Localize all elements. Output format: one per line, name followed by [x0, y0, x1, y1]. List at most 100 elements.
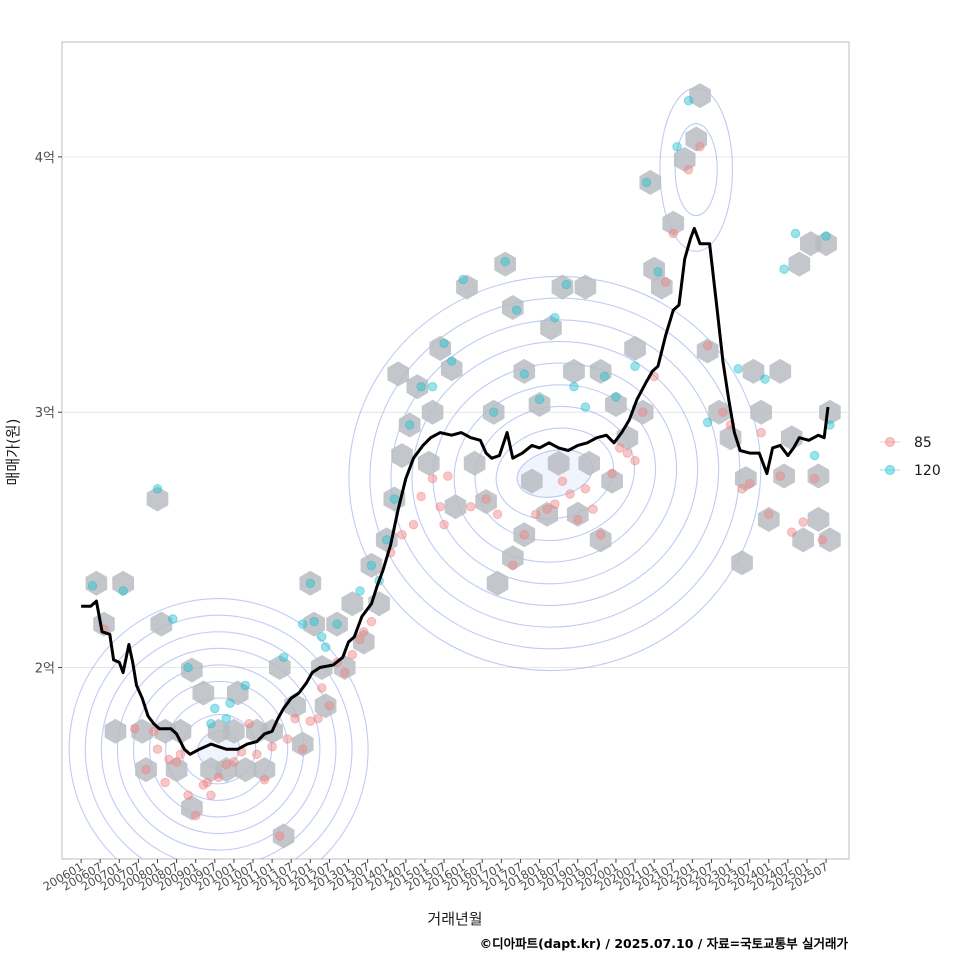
point-120	[389, 494, 400, 504]
point-85	[297, 744, 308, 754]
hexbin-cell	[150, 611, 173, 637]
point-120	[489, 407, 499, 417]
point-120	[427, 381, 438, 392]
point-120	[416, 381, 426, 392]
point-120	[630, 361, 640, 371]
legend-key-dot-120	[885, 465, 895, 475]
hexbin-cell	[815, 231, 837, 257]
point-85	[416, 491, 426, 502]
point-120	[458, 274, 468, 285]
point-120	[672, 141, 682, 152]
point-85	[191, 810, 201, 821]
point-120	[168, 614, 178, 624]
hexbin-cell	[456, 274, 478, 300]
point-85	[683, 164, 694, 175]
hexbin-cell	[272, 823, 295, 849]
point-120	[580, 402, 591, 412]
hexbin-cell	[708, 399, 730, 425]
point-120	[309, 616, 319, 627]
point-85	[355, 634, 365, 645]
density-contour	[68, 598, 369, 859]
point-85	[809, 473, 820, 484]
hexbin-cell	[398, 412, 421, 438]
hexbin-layer	[85, 83, 841, 849]
hexbin-cell	[819, 527, 841, 553]
point-85	[668, 228, 678, 239]
hexbin-cell	[314, 693, 337, 719]
point-85	[443, 471, 453, 481]
point-85	[481, 494, 491, 504]
point-120	[550, 313, 560, 323]
hexbin-cell	[574, 274, 597, 300]
point-120	[152, 484, 163, 494]
point-120	[821, 231, 831, 241]
point-120	[210, 703, 220, 714]
hexbin-cell	[689, 83, 711, 109]
point-85	[183, 790, 193, 800]
hexbin-cell	[696, 338, 719, 364]
point-120	[297, 619, 308, 629]
hexbin-cell	[528, 392, 551, 417]
hexbin-cell	[605, 392, 627, 417]
x-tick-label: 202507	[786, 859, 831, 893]
point-85	[798, 517, 808, 527]
caption: ©디아파트(dapt.kr) / 2025.07.10 / 자료=국토교통부 실…	[480, 936, 849, 951]
point-120	[790, 228, 801, 239]
point-120	[206, 718, 216, 729]
point-85	[580, 484, 591, 494]
hexbin-cell	[578, 450, 600, 476]
point-85	[466, 501, 476, 512]
point-120	[446, 356, 457, 366]
hexbin-cell	[223, 718, 245, 744]
point-120	[809, 450, 820, 461]
point-85	[439, 519, 449, 530]
point-85	[695, 141, 705, 152]
point-85	[290, 713, 300, 724]
point-120	[599, 371, 610, 382]
point-120	[366, 560, 377, 571]
hexbin-cell	[807, 506, 830, 532]
point-85	[244, 718, 254, 729]
points-layer	[87, 96, 835, 841]
point-85	[786, 527, 797, 537]
point-85	[282, 734, 293, 744]
hexbin-cell	[769, 358, 792, 384]
hexbin-cell	[731, 550, 753, 576]
hexbin-cell	[253, 757, 276, 783]
hexbin-cell	[429, 335, 451, 361]
point-85	[347, 650, 358, 660]
plot-panel	[61, 41, 850, 860]
point-120	[519, 369, 529, 379]
y-axis-title: 매매가(원)	[4, 419, 22, 486]
hexbin-cell	[387, 361, 409, 387]
y-axis-ticks: 2억 3억 4억	[35, 151, 62, 677]
hexbin-cell	[291, 731, 314, 757]
y-tick-label: 3억	[35, 406, 55, 421]
point-120	[702, 417, 713, 428]
hexbin-cell	[685, 126, 707, 152]
point-85	[817, 535, 827, 545]
hexbin-cell	[444, 494, 467, 520]
point-85	[565, 489, 575, 499]
point-85	[408, 519, 419, 530]
hexbin-cell	[169, 718, 192, 744]
point-85	[744, 478, 755, 489]
point-120	[511, 305, 522, 315]
hexbin-cell	[566, 501, 589, 527]
point-85	[557, 476, 568, 486]
point-85	[622, 448, 633, 458]
trend-line	[81, 226, 830, 756]
hexbin-cell	[303, 611, 325, 637]
hexbin-cell	[521, 468, 543, 494]
hexbin-cell	[192, 680, 215, 706]
hexbin-cell	[662, 210, 685, 236]
point-85	[213, 772, 224, 783]
hexbin-cell	[502, 545, 524, 571]
point-120	[305, 578, 316, 588]
point-85	[359, 627, 369, 637]
hexbin-cell	[341, 591, 364, 617]
y-tick-label: 2억	[35, 662, 55, 677]
hexbin-cell	[792, 527, 814, 553]
